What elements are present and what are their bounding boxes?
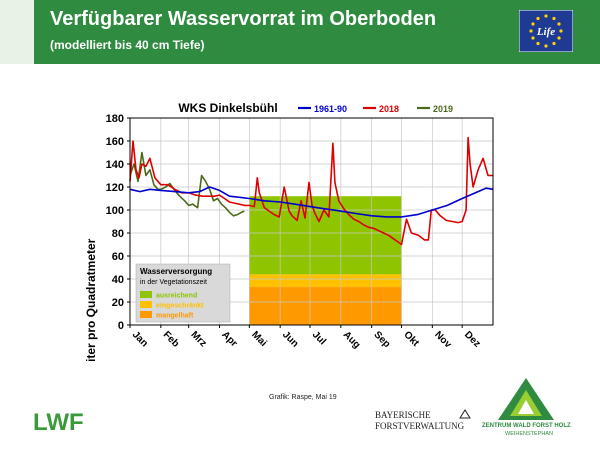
y-tick-label-0: 0 bbox=[118, 320, 124, 332]
series-line-2019 bbox=[129, 151, 245, 217]
y-tick-label-5: 100 bbox=[106, 205, 124, 217]
x-tick-label-Sep: Sep bbox=[372, 329, 393, 350]
band-ausreichend bbox=[249, 196, 402, 275]
lwf-logo: LWF bbox=[33, 409, 83, 434]
band-legend: Wasserversorgung in der Vegetationszeit au… bbox=[135, 263, 231, 323]
band-legend-swatch-0 bbox=[140, 291, 152, 298]
header-stripe bbox=[0, 0, 34, 64]
page-subtitle: (modelliert bis 40 cm Tiefe) bbox=[50, 38, 205, 52]
zentrum-logo-line1: ZENTRUM WALD FORST HOLZ bbox=[482, 423, 571, 429]
chart-title: WKS Dinkelsbühl bbox=[178, 101, 277, 115]
band-legend-subtitle: in der Vegetationszeit bbox=[140, 279, 207, 286]
legend-label-1961-90: 1961-90 bbox=[314, 104, 347, 114]
bayern-logo-line2: FORSTVERWALTUNG bbox=[375, 421, 465, 431]
legend-label-2018: 2018 bbox=[379, 104, 399, 114]
header-bar: Verfügbarer Wasservorrat im Oberboden (m… bbox=[0, 0, 600, 64]
band-legend-item-1: eingeschränkt bbox=[156, 303, 204, 310]
x-tick-label-Jan: Jan bbox=[130, 329, 150, 349]
y-tick-label-9: 180 bbox=[106, 113, 124, 125]
band-legend-title: Wasserversorgung bbox=[140, 267, 212, 276]
x-tick-label-Jun: Jun bbox=[280, 329, 300, 349]
band-legend-swatch-1 bbox=[140, 301, 152, 308]
series-line-2018 bbox=[129, 136, 493, 246]
x-tick-label-Feb: Feb bbox=[161, 329, 181, 349]
x-tick-label-Apr: Apr bbox=[219, 329, 239, 349]
water-supply-bands bbox=[249, 196, 402, 325]
y-tick-label-2: 40 bbox=[112, 274, 124, 286]
series-lines bbox=[129, 136, 494, 246]
chart-legend: 1961-90 2018 2019 bbox=[298, 104, 453, 114]
lwf-logo-text: LWF bbox=[33, 409, 83, 434]
band-mangelhaft bbox=[249, 287, 402, 325]
x-tick-labels: Jan Feb Mrz Apr Mai Jun Jul Aug Sep Okt Nov Dez bbox=[129, 325, 482, 351]
y-tick-label-6: 120 bbox=[106, 182, 124, 194]
zentrum-logo-line2: WEIHENSTEPHAN bbox=[505, 431, 553, 437]
y-tick-label-3: 60 bbox=[112, 251, 124, 263]
y-tick-label-1: 20 bbox=[112, 297, 124, 309]
series-line-1961-90 bbox=[129, 186, 494, 218]
bayern-logo: BAYERISCHE FORSTVERWALTUNG bbox=[375, 410, 464, 432]
life-logo-text: Life bbox=[536, 26, 555, 38]
page-title: Verfügbarer Wasservorrat im Oberboden bbox=[50, 8, 437, 30]
x-tick-label-Mai: Mai bbox=[249, 329, 269, 349]
x-tick-label-Nov: Nov bbox=[432, 329, 453, 350]
plot-frame bbox=[129, 117, 494, 326]
y-tick-label-8: 160 bbox=[106, 136, 124, 148]
band-legend-item-0: ausreichend bbox=[156, 293, 197, 300]
legend-label-2019: 2019 bbox=[433, 104, 453, 114]
y-tick-label-7: 140 bbox=[106, 159, 124, 171]
x-tick-label-Aug: Aug bbox=[341, 329, 363, 351]
bayern-logo-line1: BAYERISCHE bbox=[375, 410, 431, 420]
y-tick-labels: 0 20 40 60 80 100 120 140 160 180 bbox=[106, 113, 130, 332]
x-tick-label-Jul: Jul bbox=[310, 329, 328, 347]
chart: WKS Dinkelsbühl 1961-90 2018 2019 Liter pr… bbox=[84, 101, 494, 361]
y-axis-label: Liter pro Quadratmeter bbox=[84, 238, 98, 361]
band-legend-item-2: mangelhaft bbox=[156, 313, 194, 320]
zentrum-logo bbox=[498, 378, 554, 420]
x-tick-label-Mrz: Mrz bbox=[189, 329, 209, 349]
x-tick-label-Dez: Dez bbox=[462, 329, 482, 349]
band-legend-swatch-2 bbox=[140, 311, 152, 318]
y-tick-label-4: 80 bbox=[112, 228, 124, 240]
eu-life-logo: Life bbox=[519, 10, 573, 52]
x-tick-label-Okt: Okt bbox=[401, 329, 421, 349]
tree-icon bbox=[459, 409, 471, 419]
credit-text: Grafik: Raspe, Mai 19 bbox=[269, 394, 337, 401]
band-eingeschraenkt bbox=[249, 274, 402, 288]
